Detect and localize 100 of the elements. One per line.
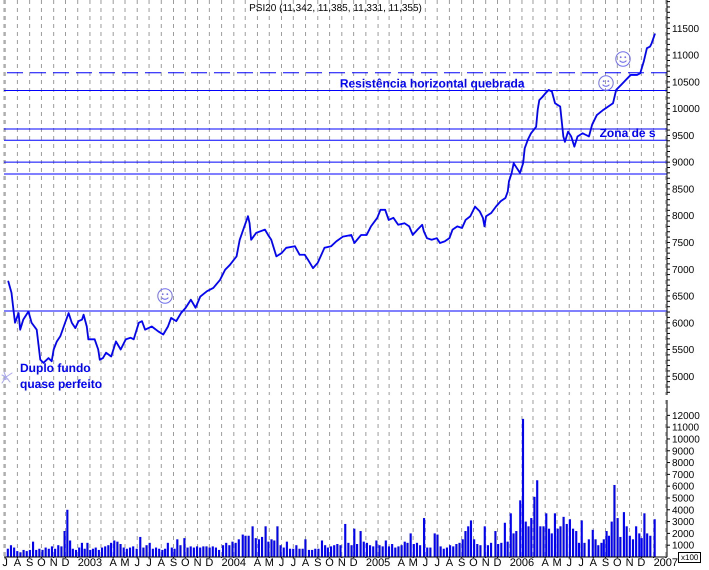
- x-tick-label: S: [26, 556, 34, 569]
- bar: [295, 545, 298, 557]
- bar: [429, 548, 432, 557]
- x-tick-label: A: [110, 556, 118, 569]
- y-tick-label: 7000: [672, 470, 695, 481]
- bar: [554, 513, 556, 557]
- bar: [258, 539, 260, 557]
- y-tick-label: 5000: [672, 494, 695, 505]
- x-tick-label: O: [469, 556, 478, 569]
- bar: [208, 548, 211, 557]
- bar: [54, 548, 56, 557]
- x-tick-label: M: [552, 556, 562, 569]
- bar: [13, 548, 16, 557]
- x-tick-label: J: [434, 556, 440, 569]
- y-tick-label: 10000: [672, 434, 700, 446]
- bar: [410, 533, 412, 557]
- bar: [148, 542, 151, 557]
- bar: [455, 544, 458, 557]
- bar: [391, 544, 394, 557]
- x-tick-label: A: [590, 556, 598, 569]
- bar: [635, 526, 638, 557]
- bar: [6, 548, 9, 557]
- bar: [119, 544, 122, 557]
- bar: [222, 545, 224, 557]
- x-tick-label: D: [205, 556, 214, 569]
- bar: [154, 548, 158, 557]
- bar: [107, 545, 110, 557]
- bar: [449, 545, 452, 557]
- bar: [336, 544, 338, 557]
- bar: [94, 548, 97, 557]
- y-tick-label: 9500: [672, 130, 695, 142]
- y-tick-label: 10000: [672, 104, 700, 116]
- bar: [394, 548, 396, 557]
- y-tick-label: 2000: [672, 528, 695, 540]
- bar: [242, 534, 244, 557]
- y-tick-label: 5000: [672, 372, 695, 383]
- bar: [479, 545, 482, 557]
- bar: [276, 526, 279, 557]
- x-tick-label: J: [422, 556, 428, 569]
- bar: [452, 546, 454, 557]
- bar: [44, 548, 47, 557]
- bar: [333, 545, 336, 557]
- x-tick-label: N: [482, 556, 490, 569]
- y-tick-label: 4000: [672, 505, 695, 516]
- bar: [510, 513, 512, 557]
- bar: [286, 542, 288, 557]
- y-tick-label: 11000: [672, 422, 700, 434]
- y-tick-label: 5500: [672, 345, 695, 356]
- x-tick-label: 2004: [222, 556, 246, 569]
- y-tick-label: 1000: [672, 540, 695, 552]
- x-tick-label: D: [350, 556, 358, 569]
- bar: [10, 545, 12, 557]
- x-tick-label: A: [14, 556, 22, 569]
- y-tick-label: 8500: [672, 184, 695, 196]
- bar: [470, 520, 472, 557]
- y-axis-title: x100: [678, 552, 702, 563]
- bar: [176, 539, 178, 557]
- bar: [606, 531, 608, 557]
- bar: [298, 548, 301, 557]
- x-tick-label: A: [302, 556, 310, 569]
- x-tick-label: J: [146, 556, 152, 569]
- bar: [326, 548, 329, 557]
- x-tick-label: 2007: [654, 556, 678, 569]
- y-tick-label: 7500: [672, 238, 695, 250]
- bar: [419, 545, 422, 557]
- y-tick-label: 8000: [672, 458, 695, 470]
- x-tick-label: O: [613, 556, 622, 569]
- bar: [423, 518, 426, 557]
- x-tick-label: M: [408, 556, 418, 569]
- x-tick-label: A: [542, 556, 550, 569]
- x-tick-label: M: [264, 556, 274, 569]
- y-tick-label: 6000: [672, 482, 695, 493]
- x-tick-label: N: [194, 556, 202, 569]
- y-tick-label: 6000: [672, 318, 695, 330]
- chart-title: PSI20 (11,342, 11,385, 11,331, 11,355): [248, 3, 423, 15]
- bar: [369, 545, 372, 557]
- bar: [248, 536, 250, 557]
- bar: [484, 526, 486, 557]
- x-tick-label: A: [398, 556, 406, 569]
- x-tick-label: 2006: [510, 556, 534, 569]
- annotation: Zona de s: [600, 126, 656, 140]
- y-tick-label: 6500: [672, 292, 695, 303]
- bar: [400, 545, 403, 557]
- bar: [225, 542, 228, 557]
- y-tick-label: 8000: [672, 211, 695, 222]
- annotation: Resistência horizontal quebrada: [340, 76, 525, 90]
- y-tick-label: 12000: [672, 410, 700, 422]
- x-tick-label: D: [494, 556, 502, 569]
- bar: [344, 524, 346, 557]
- bar: [113, 540, 116, 557]
- x-tick-label: O: [325, 556, 334, 569]
- x-tick-label: N: [626, 556, 634, 569]
- bar: [146, 545, 148, 557]
- x-tick-label: 2003: [78, 556, 102, 569]
- bar: [436, 534, 439, 557]
- y-tick-label: 9000: [672, 158, 695, 169]
- y-tick-label: 9000: [672, 446, 695, 458]
- bar: [613, 484, 616, 557]
- bar: [314, 548, 316, 557]
- bar: [212, 546, 214, 557]
